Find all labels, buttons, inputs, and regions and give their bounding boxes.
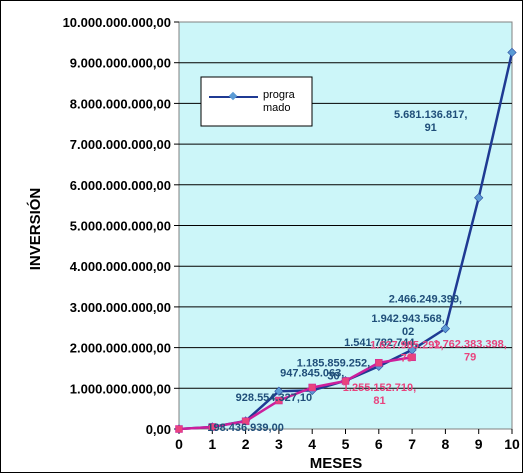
y-tick-label: 0,00 <box>146 422 171 437</box>
y-tick-label: 5.000.000.000,00 <box>70 219 171 234</box>
y-axis-title: INVERSIÓN <box>26 188 44 271</box>
x-axis-ticks: 0 1 2 3 4 5 6 7 8 9 10 <box>175 429 520 452</box>
data-label: 1.942.943.568, 02 <box>371 313 444 338</box>
data-point <box>507 47 517 58</box>
data-point <box>241 417 250 426</box>
y-axis-ticks: 0,00 1.000.000.000,00 2.000.000.000,00 3.00… <box>63 15 179 437</box>
x-tick-label: 4 <box>308 436 316 452</box>
data-point <box>474 193 484 203</box>
y-tick-label: 8.000.000.000,00 <box>70 96 171 111</box>
data-point <box>308 383 316 392</box>
x-tick-label: 1 <box>208 436 216 452</box>
data-label: 1.627.985.292, 79 <box>370 340 443 365</box>
y-tick-label: 6.000.000.000,00 <box>70 178 171 193</box>
data-label: 1.255.152.710, 81 <box>343 382 416 407</box>
y-tick-label: 1.000.000.000,00 <box>70 381 171 396</box>
y-tick-label: 2.000.000.000,00 <box>70 341 171 356</box>
x-tick-label: 9 <box>475 436 483 452</box>
legend: progra mado <box>200 76 313 127</box>
x-tick-label: 6 <box>375 436 383 452</box>
data-label: 947.845.063, <box>280 367 344 379</box>
data-label: 1.541.782.744, <box>344 337 417 349</box>
x-tick-label: 2 <box>242 436 250 452</box>
data-point <box>275 396 283 405</box>
data-point <box>407 345 417 355</box>
data-label: 1.762.383.398, 79 <box>433 338 506 363</box>
x-tick-label: 5 <box>342 436 350 452</box>
data-point <box>274 386 284 396</box>
x-tick-label: 3 <box>275 436 283 452</box>
data-point <box>440 324 450 334</box>
series-layer <box>174 47 517 434</box>
legend-box <box>200 76 313 127</box>
data-point <box>175 425 183 433</box>
y-tick-label: 9.000.000.000,00 <box>70 56 171 71</box>
x-tick-label: 0 <box>175 436 183 452</box>
x-axis-title: MESES <box>310 455 363 472</box>
data-point <box>375 358 383 367</box>
legend-marker <box>228 91 238 101</box>
data-point <box>208 423 217 431</box>
data-point <box>408 353 416 362</box>
y-tick-label: 4.000.000.000,00 <box>70 259 171 274</box>
y-tick-label: 10.000.000.000,00 <box>63 15 171 30</box>
y-tick-label: 3.000.000.000,00 <box>70 300 171 315</box>
gridlines <box>179 62 512 389</box>
data-label: 198.436.939,00 <box>207 422 283 434</box>
x-tick-label: 7 <box>408 436 416 452</box>
data-label: 1.185.859.252, 30 <box>297 358 370 383</box>
x-tick-label: 8 <box>442 436 450 452</box>
data-labels: 198.436.939,00 928.554.327,10 947.845.063,… <box>207 109 506 434</box>
legend-entry: progra mado <box>263 89 296 114</box>
data-label: 928.554.327,10 <box>236 392 312 404</box>
series-line <box>178 356 413 431</box>
data-label: 5.681.136.817, 91 <box>394 109 467 134</box>
y-tick-label: 7.000.000.000,00 <box>70 137 171 152</box>
data-point <box>341 377 350 385</box>
x-tick-label: 10 <box>504 436 520 452</box>
data-label: 2.466.249.399, <box>389 294 462 306</box>
